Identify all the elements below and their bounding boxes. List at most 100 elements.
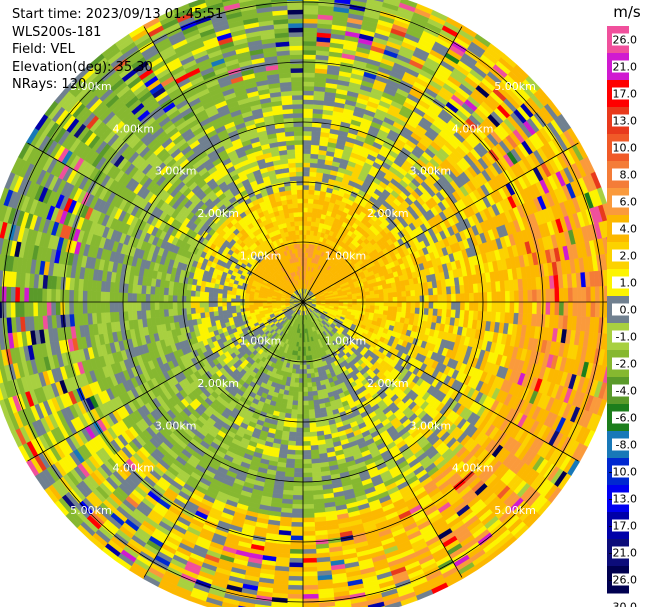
velocity-cell — [302, 18, 319, 24]
velocity-cell — [302, 481, 313, 487]
velocity-cell — [302, 360, 307, 366]
velocity-cell — [297, 400, 304, 406]
velocity-cell — [302, 409, 310, 415]
velocity-cell — [291, 400, 299, 406]
velocity-cell — [289, 427, 297, 433]
velocity-cell — [612, 285, 619, 303]
velocity-cell — [482, 292, 488, 303]
velocity-cell — [527, 301, 533, 315]
velocity-cell — [311, 386, 318, 392]
velocity-cell — [302, 243, 307, 249]
velocity-cell — [360, 295, 367, 300]
velocity-cell — [558, 301, 565, 316]
velocity-cell — [433, 301, 439, 310]
velocity-cell — [594, 301, 601, 318]
velocity-cell — [554, 288, 560, 303]
velocity-cell — [302, 58, 316, 65]
velocity-cell — [365, 298, 371, 303]
velocity-cell — [302, 499, 314, 505]
velocity-cell — [311, 381, 317, 388]
velocity-cell — [298, 387, 304, 393]
velocity-cell — [361, 301, 367, 306]
velocity-cell — [379, 301, 385, 307]
velocity-cell — [306, 377, 312, 384]
velocity-cell — [419, 295, 425, 303]
velocity-cell — [531, 289, 538, 303]
velocity-cell — [306, 364, 311, 370]
velocity-cell — [365, 294, 371, 299]
velocity-cell — [287, 580, 304, 586]
velocity-cell — [302, 108, 314, 114]
velocity-cell — [603, 301, 610, 319]
velocity-cell — [455, 301, 461, 311]
velocity-cell — [290, 539, 304, 546]
velocity-cell — [294, 450, 304, 456]
velocity-cell — [308, 184, 316, 191]
velocity-cell — [302, 85, 315, 92]
velocity-cell — [302, 436, 311, 442]
velocity-cell — [310, 449, 320, 456]
velocity-cell — [310, 148, 320, 155]
velocity-cell — [290, 413, 298, 420]
velocity-cell — [309, 171, 317, 177]
velocity-cell — [293, 481, 304, 487]
velocity-cell — [302, 503, 315, 510]
velocity-cell — [297, 396, 304, 402]
velocity-cell — [414, 289, 421, 297]
velocity-cell — [491, 291, 497, 303]
velocity-cell — [291, 503, 304, 510]
velocity-cell — [302, 112, 314, 119]
velocity-cell — [302, 400, 309, 406]
velocity-cell — [545, 301, 551, 316]
velocity-cell — [382, 288, 389, 294]
velocity-cell — [478, 292, 484, 303]
velocity-cell — [302, 0, 320, 6]
velocity-cell — [289, 544, 304, 550]
velocity-cell — [522, 301, 529, 315]
velocity-cell — [290, 530, 304, 537]
velocity-cell — [509, 290, 515, 303]
velocity-cell — [291, 508, 304, 514]
velocity-cell — [302, 535, 316, 541]
velocity-cell — [291, 404, 298, 411]
velocity-cell — [307, 202, 314, 209]
velocity-cell — [369, 305, 376, 310]
velocity-cell — [297, 391, 304, 397]
velocity-cell — [306, 368, 311, 375]
velocity-cell — [302, 225, 308, 231]
velocity-cell — [302, 229, 308, 235]
velocity-cell — [287, 584, 304, 591]
velocity-cell — [302, 526, 316, 532]
velocity-cell — [306, 220, 312, 227]
velocity-cell — [299, 351, 304, 357]
velocity-cell — [291, 512, 304, 519]
velocity-cell — [302, 216, 308, 222]
velocity-cell — [307, 211, 313, 218]
velocity-cell — [392, 296, 398, 303]
velocity-cell — [513, 290, 520, 303]
velocity-cell — [469, 301, 475, 312]
velocity-cell — [522, 289, 529, 303]
velocity-cell — [302, 441, 311, 447]
velocity-cell — [432, 287, 439, 296]
velocity-cell — [308, 404, 315, 411]
velocity-cell — [287, 593, 304, 600]
velocity-cell — [307, 391, 314, 397]
velocity-cell — [302, 13, 319, 20]
velocity-cell — [365, 301, 371, 306]
velocity-cell — [608, 285, 614, 303]
velocity-cell — [307, 400, 315, 406]
velocity-cell — [302, 76, 316, 83]
velocity-cell — [288, 431, 297, 438]
velocity-cell — [424, 301, 430, 309]
velocity-cell — [581, 286, 587, 303]
velocity-cell — [302, 369, 308, 375]
velocity-cell — [594, 286, 601, 303]
velocity-cell — [572, 287, 578, 303]
velocity-cell — [397, 301, 403, 308]
velocity-cell — [302, 351, 307, 357]
velocity-cell — [294, 454, 304, 460]
velocity-cell — [302, 121, 313, 127]
velocity-cell — [617, 301, 623, 319]
velocity-cell — [308, 189, 316, 195]
